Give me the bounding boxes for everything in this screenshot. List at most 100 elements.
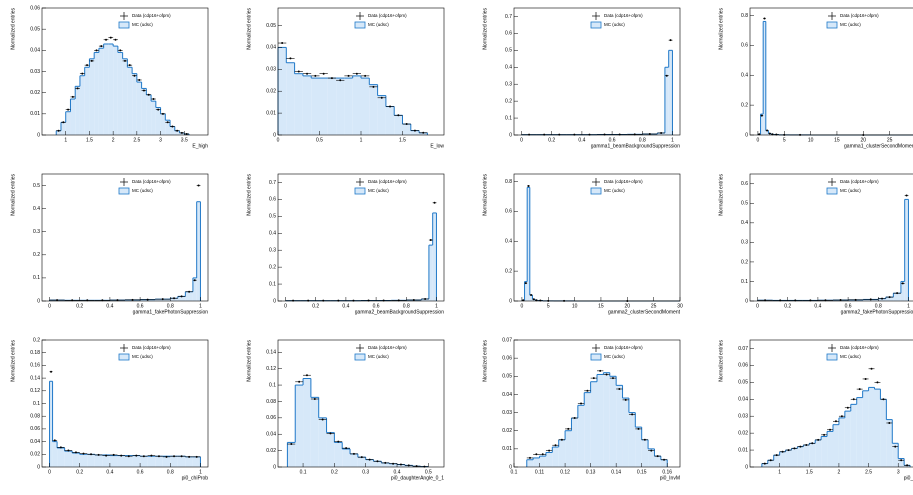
y-tick-label: 0.4 bbox=[33, 206, 40, 212]
mc-bin bbox=[419, 132, 428, 135]
data-point bbox=[527, 184, 530, 187]
mc-bin bbox=[98, 48, 104, 135]
x-tick-label: 0.6 bbox=[137, 469, 144, 475]
legend-label: MC (udsc) bbox=[368, 188, 389, 193]
mc-bin bbox=[361, 78, 370, 135]
y-axis-label: Normalized entries bbox=[718, 174, 724, 216]
x-tick-label: 25 bbox=[887, 137, 893, 143]
y-tick-label: 0.07 bbox=[738, 346, 748, 352]
legend-label: Data (cdp16+ofpm) bbox=[132, 345, 171, 350]
data-point bbox=[165, 455, 168, 458]
data-point bbox=[306, 72, 309, 75]
x-tick-label: 0.2 bbox=[76, 303, 83, 309]
data-point bbox=[305, 374, 308, 377]
data-point bbox=[171, 125, 174, 128]
x-tick-label: 0.3 bbox=[362, 469, 369, 475]
data-point bbox=[528, 456, 531, 459]
data-point bbox=[173, 297, 176, 300]
x-tick-label: 0.8 bbox=[167, 469, 174, 475]
mc-bin bbox=[760, 114, 764, 135]
mc-bin bbox=[352, 75, 361, 135]
mc-bin bbox=[109, 455, 118, 467]
data-point bbox=[147, 93, 150, 96]
x-tick-label: 0.16 bbox=[662, 469, 672, 475]
mc-bin bbox=[117, 52, 123, 136]
data-point bbox=[829, 428, 832, 431]
mc-bin bbox=[369, 84, 378, 135]
data-point bbox=[823, 433, 826, 436]
x-tick-label: 1 bbox=[907, 303, 910, 309]
mc-bin bbox=[70, 99, 76, 135]
data-point bbox=[86, 64, 89, 67]
x-tick-label: 0.14 bbox=[611, 469, 621, 475]
plot-frame bbox=[277, 173, 445, 302]
data-point bbox=[185, 132, 188, 135]
y-tick-label: 0.01 bbox=[266, 110, 276, 116]
data-point bbox=[67, 108, 70, 111]
y-tick-label: 0.05 bbox=[738, 380, 748, 386]
mc-bin bbox=[410, 130, 420, 135]
data-point bbox=[135, 454, 138, 457]
data-point bbox=[799, 445, 802, 448]
data-point bbox=[197, 184, 200, 187]
y-axis-label: Normalized entries bbox=[482, 174, 488, 216]
y-tick-label: 0 bbox=[37, 464, 40, 470]
mc-bin bbox=[319, 78, 328, 135]
mc-bin bbox=[318, 417, 327, 467]
x-tick-label: 2.5 bbox=[133, 137, 140, 143]
data-point bbox=[840, 415, 843, 418]
data-point bbox=[631, 413, 634, 416]
data-point bbox=[787, 449, 790, 452]
x-tick-label: 2 bbox=[838, 469, 841, 475]
data-point bbox=[322, 299, 325, 302]
data-point bbox=[67, 449, 70, 452]
y-tick-label: 0.5 bbox=[741, 201, 748, 207]
mc-bin bbox=[177, 296, 186, 301]
x-tick-label: 1 bbox=[671, 137, 674, 143]
mc-bin bbox=[122, 58, 128, 135]
data-point bbox=[368, 458, 371, 461]
data-point bbox=[180, 131, 183, 134]
data-point bbox=[763, 17, 766, 20]
x-tick-label: 0.6 bbox=[845, 303, 852, 309]
legend-mc-swatch bbox=[354, 353, 366, 361]
mc-bin bbox=[146, 94, 152, 135]
x-tick-label: 0 bbox=[520, 137, 523, 143]
x-axis-label: gamma1_clusterSecondMoment bbox=[844, 143, 913, 149]
y-tick-label: 0.08 bbox=[266, 399, 276, 405]
mc-bin bbox=[558, 439, 566, 467]
x-tick-label: 2.5 bbox=[865, 469, 872, 475]
y-tick-label: 0.01 bbox=[502, 446, 512, 452]
y-axis-label: Normalized entries bbox=[246, 8, 252, 50]
data-point bbox=[116, 299, 119, 302]
data-point bbox=[389, 105, 392, 108]
data-point bbox=[665, 74, 668, 77]
data-point bbox=[573, 133, 576, 136]
mc-bin bbox=[310, 397, 319, 467]
data-point bbox=[548, 449, 551, 452]
mc-bin bbox=[838, 417, 845, 467]
mc-bin bbox=[571, 418, 578, 467]
data-point bbox=[57, 129, 60, 132]
data-point bbox=[50, 370, 53, 373]
plot-frame bbox=[513, 173, 681, 302]
y-tick-label: 0.03 bbox=[266, 67, 276, 73]
data-point bbox=[656, 455, 659, 458]
mc-bin bbox=[785, 450, 792, 467]
y-axis-label: Normalized entries bbox=[718, 8, 724, 50]
data-point bbox=[380, 96, 383, 99]
legend-mc-swatch bbox=[590, 187, 602, 195]
y-tick-label: 0.04 bbox=[502, 392, 512, 398]
data-point bbox=[535, 453, 538, 456]
mc-bin bbox=[125, 455, 133, 467]
data-point bbox=[90, 59, 93, 62]
plot-frame bbox=[513, 7, 681, 136]
data-point bbox=[82, 452, 85, 455]
data-point bbox=[119, 49, 122, 52]
data-point bbox=[345, 447, 348, 450]
plot-frame bbox=[749, 339, 913, 468]
data-point bbox=[811, 442, 814, 445]
mc-bin bbox=[767, 460, 774, 467]
x-tick-label: 5 bbox=[783, 137, 786, 143]
mc-bin bbox=[421, 298, 429, 301]
